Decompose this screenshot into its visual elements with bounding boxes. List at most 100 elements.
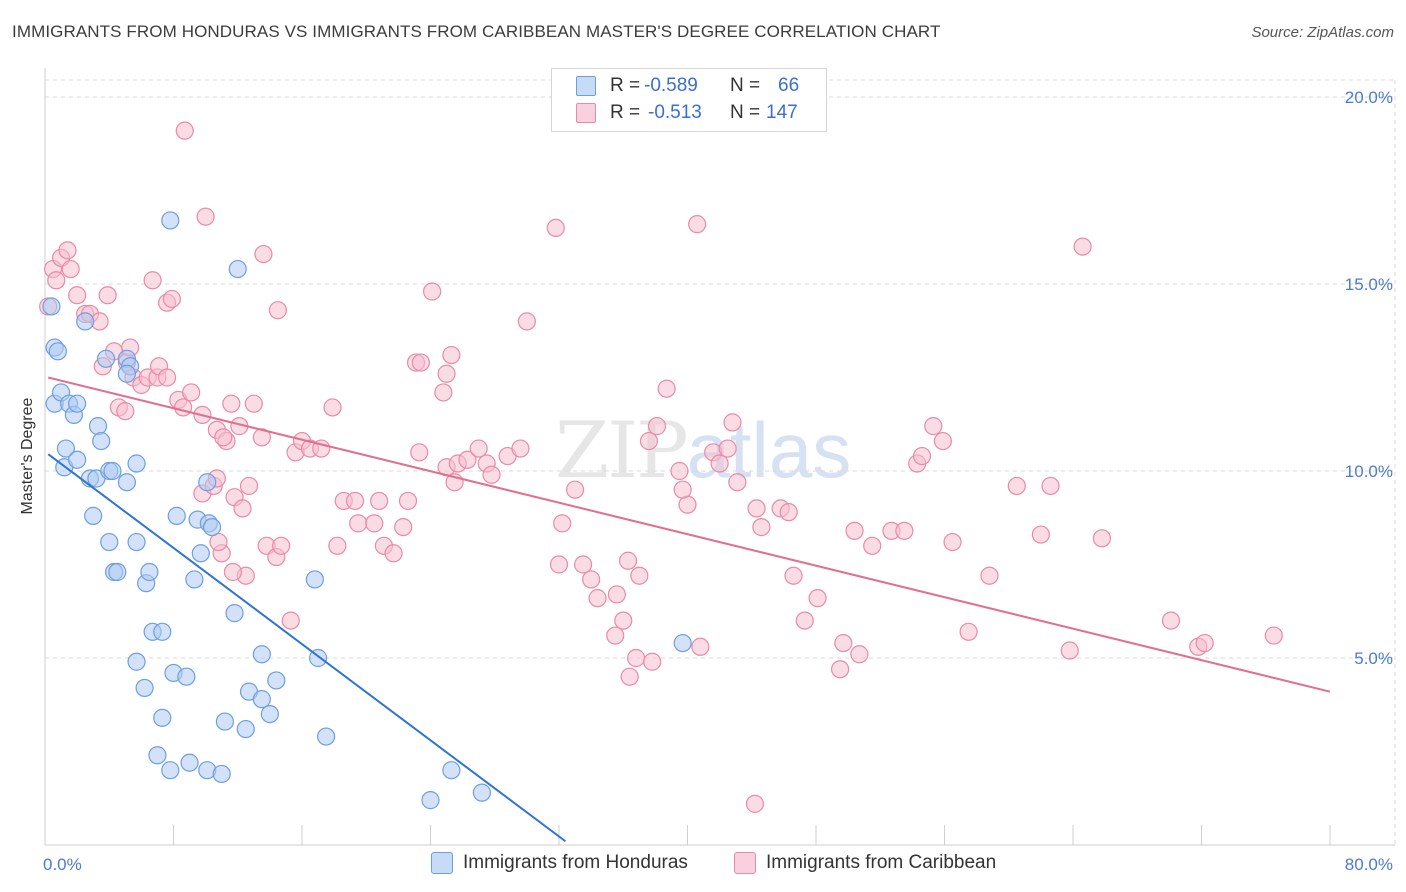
- caribbean-points: [39, 121, 1283, 813]
- data-point: [784, 566, 803, 585]
- data-point: [718, 439, 737, 458]
- data-point: [863, 536, 882, 555]
- data-point: [639, 431, 659, 451]
- data-point: [517, 312, 536, 331]
- data-point: [850, 645, 869, 664]
- y-tick-label: 10.0%: [1345, 462, 1393, 481]
- data-point: [657, 379, 676, 398]
- data-point: [96, 349, 116, 368]
- data-point: [511, 439, 530, 458]
- data-point: [691, 637, 710, 656]
- legend-swatch-pink: [576, 103, 596, 123]
- data-point: [1195, 633, 1214, 653]
- data-point: [482, 465, 501, 484]
- data-point: [573, 555, 593, 574]
- data-point: [180, 753, 199, 772]
- data-point: [710, 454, 729, 473]
- data-point: [688, 215, 707, 234]
- data-point: [434, 383, 453, 402]
- data-point: [370, 491, 389, 511]
- legend-r-value: -0.589: [644, 75, 698, 96]
- x-tick-label: 0.0%: [43, 855, 82, 874]
- data-point: [959, 622, 978, 641]
- data-point: [100, 532, 119, 552]
- data-point: [442, 345, 461, 365]
- data-point: [607, 585, 626, 604]
- data-point: [244, 394, 263, 413]
- data-point: [117, 364, 137, 383]
- data-point: [127, 532, 146, 552]
- data-point: [365, 514, 384, 533]
- legend-label-caribbean: Immigrants from Caribbean: [766, 852, 997, 873]
- data-point: [349, 514, 368, 533]
- y-tick-label: 15.0%: [1345, 275, 1393, 294]
- data-point: [222, 394, 241, 413]
- data-point: [458, 450, 477, 469]
- data-point: [328, 536, 347, 555]
- legend-r-label: R =: [610, 102, 641, 123]
- data-point: [127, 652, 146, 671]
- data-point: [175, 121, 194, 140]
- data-point: [384, 544, 403, 563]
- legend-swatch-caribbean: [734, 852, 756, 874]
- data-point: [614, 611, 633, 630]
- data-point: [252, 645, 271, 664]
- data-point: [167, 506, 186, 525]
- data-point: [162, 289, 181, 309]
- data-point: [228, 259, 247, 279]
- data-point: [1060, 641, 1079, 660]
- data-point: [895, 521, 914, 540]
- data-point: [281, 611, 300, 630]
- data-point: [177, 667, 196, 686]
- data-point: [747, 499, 766, 518]
- data-point: [1041, 476, 1060, 496]
- data-point: [808, 589, 827, 608]
- chart-title: IMMIGRANTS FROM HONDURAS VS IMMIGRANTS F…: [12, 22, 941, 41]
- data-point: [411, 353, 430, 372]
- data-point: [345, 491, 365, 511]
- trend-line-caribbean: [47, 376, 1331, 693]
- data-point: [834, 633, 853, 653]
- data-point: [198, 473, 217, 492]
- data-point: [1092, 529, 1112, 548]
- data-point: [84, 506, 103, 525]
- data-point: [549, 555, 569, 574]
- data-point: [108, 562, 127, 582]
- data-point: [1031, 525, 1050, 544]
- legend-swatch-blue: [576, 76, 596, 96]
- legend-item-honduras: Immigrants from Honduras: [431, 852, 688, 874]
- data-point: [830, 660, 850, 679]
- data-point: [423, 282, 442, 301]
- data-point: [643, 652, 662, 671]
- data-point: [606, 626, 625, 645]
- data-point: [553, 514, 572, 533]
- data-point: [267, 671, 286, 690]
- data-point: [469, 439, 488, 458]
- data-point: [233, 499, 252, 518]
- data-point: [546, 218, 565, 237]
- data-point: [103, 461, 122, 481]
- legend-swatch-honduras: [431, 852, 453, 874]
- honduras-points: [42, 211, 692, 810]
- data-point: [647, 417, 667, 436]
- data-point: [161, 211, 180, 230]
- data-point: [225, 604, 244, 623]
- data-point: [670, 461, 689, 481]
- legend-n-value: 66: [778, 75, 800, 96]
- data-point: [140, 562, 159, 582]
- data-point: [236, 719, 255, 739]
- data-point: [626, 648, 646, 668]
- data-point: [630, 566, 649, 585]
- data-point: [98, 286, 117, 305]
- data-point: [410, 443, 429, 462]
- data-point: [260, 704, 279, 724]
- data-point: [182, 383, 201, 402]
- data-point: [305, 570, 324, 589]
- y-tick-label: 20.0%: [1345, 88, 1393, 107]
- data-point: [421, 791, 440, 810]
- tick-labels: 5.0% 10.0% 15.0% 20.0% 0.0% 80.0%: [43, 88, 1393, 874]
- legend-r-label: R =: [610, 75, 641, 96]
- legend-n-label: N =: [730, 102, 761, 123]
- data-point: [268, 301, 288, 320]
